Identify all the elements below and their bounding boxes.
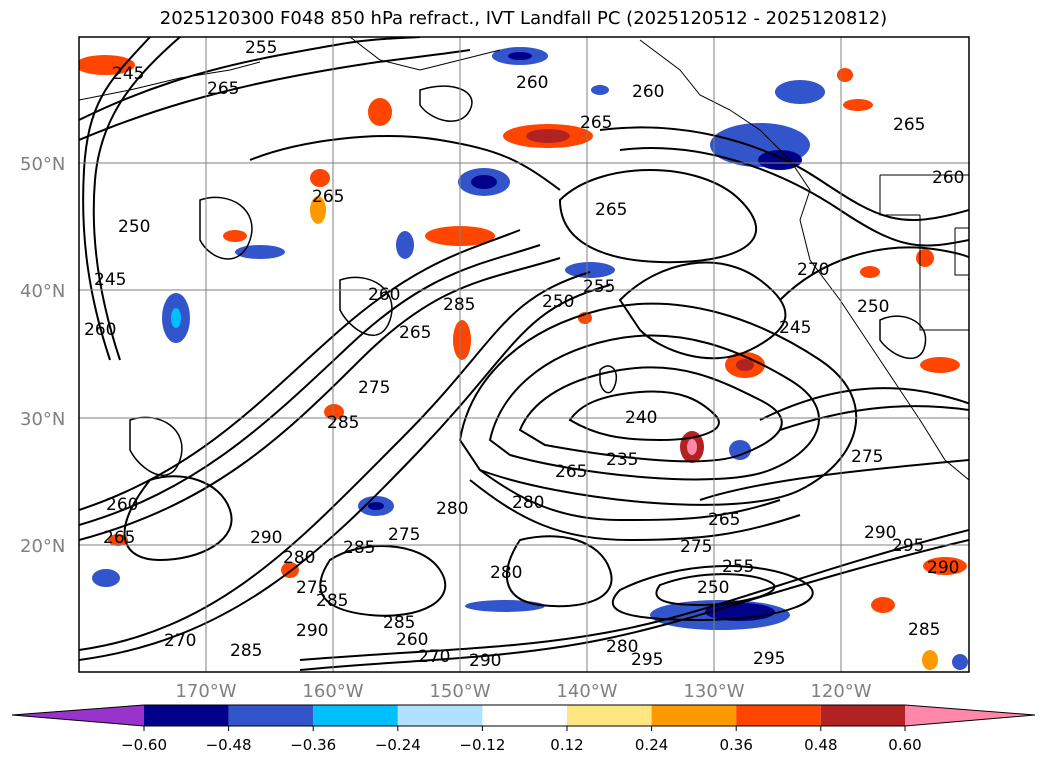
contour-label: 260 xyxy=(106,495,138,515)
contour-label: 265 xyxy=(555,462,587,482)
colorbar-tick-label: 0.48 xyxy=(804,736,837,754)
longitude-label: 130°W xyxy=(683,681,744,702)
map-border xyxy=(78,36,970,673)
colorbar-tick-label: −0.12 xyxy=(459,736,505,754)
contour-label: 290 xyxy=(927,558,959,578)
contour-label: 295 xyxy=(631,650,663,670)
contour-label: 260 xyxy=(368,285,400,305)
colorbar-swatch xyxy=(651,705,737,726)
contour-label: 260 xyxy=(396,630,428,650)
contour-label: 250 xyxy=(542,292,574,312)
contour-label: 295 xyxy=(892,536,924,556)
contour-label: 265 xyxy=(312,187,344,207)
colorbar: −0.60 −0.48 −0.36 −0.24 −0.12 0.12 0.24 … xyxy=(11,704,1036,754)
latitude-label: 20°N xyxy=(20,536,65,557)
colorbar-ticks xyxy=(143,726,906,731)
latitude-label: 30°N xyxy=(20,409,65,430)
colorbar-swatch xyxy=(397,705,483,726)
colorbar-tick-label: 0.24 xyxy=(635,736,668,754)
contour-label: 250 xyxy=(118,217,150,237)
longitude-label: 170°W xyxy=(175,681,236,702)
contour-label: 265 xyxy=(399,323,431,343)
contour-label: 275 xyxy=(680,537,712,557)
contour-label: 255 xyxy=(722,557,754,577)
colorbar-tick-label: 0.36 xyxy=(719,736,752,754)
colorbar-tick-label: −0.48 xyxy=(206,736,252,754)
contour-labels: 255 245 265 260 260 265 265 265 250 245 … xyxy=(84,38,964,671)
contour-label: 260 xyxy=(84,320,116,340)
contour-label: 255 xyxy=(583,277,615,297)
contour-label: 265 xyxy=(580,113,612,133)
contour-label: 275 xyxy=(851,447,883,467)
contour-label: 285 xyxy=(443,295,475,315)
contour-label: 280 xyxy=(490,563,522,583)
contour-label: 270 xyxy=(797,260,829,280)
latitude-label: 50°N xyxy=(20,154,65,175)
graticule xyxy=(79,37,969,672)
contour-label: 275 xyxy=(358,378,390,398)
contour-label: 250 xyxy=(857,297,889,317)
contour-label: 290 xyxy=(469,651,501,671)
contour-label: 265 xyxy=(595,200,627,220)
longitude-label: 160°W xyxy=(302,681,363,702)
contour-label: 270 xyxy=(418,647,450,667)
contour-label: 265 xyxy=(103,528,135,548)
colorbar-tick-label: 0.60 xyxy=(888,736,921,754)
contour-label: 285 xyxy=(230,641,262,661)
longitude-label: 140°W xyxy=(556,681,617,702)
contour-details xyxy=(129,85,927,476)
contour-label: 260 xyxy=(516,73,548,93)
colorbar-tick-label: −0.24 xyxy=(375,736,421,754)
contour-label: 265 xyxy=(893,115,925,135)
contour-label: 280 xyxy=(436,499,468,519)
longitude-label: 150°W xyxy=(429,681,490,702)
contour-label: 240 xyxy=(625,408,657,428)
contour-label: 290 xyxy=(296,621,328,641)
map-title: 2025120300 F048 850 hPa refract., IVT La… xyxy=(159,8,888,29)
contour-label: 265 xyxy=(207,79,239,99)
refractivity-shading xyxy=(79,47,968,670)
contour-label: 275 xyxy=(296,578,328,598)
colorbar-swatch xyxy=(482,705,567,726)
colorbar-swatch xyxy=(228,705,314,726)
colorbar-tick-label: 0.12 xyxy=(550,736,583,754)
contour-label: 260 xyxy=(932,168,964,188)
contour-label: 285 xyxy=(908,620,940,640)
latitude-label: 40°N xyxy=(20,281,65,302)
colorbar-swatch xyxy=(144,705,229,726)
contour-label: 255 xyxy=(245,38,277,58)
contour-label: 285 xyxy=(327,413,359,433)
colorbar-swatch xyxy=(736,705,821,726)
contour-label: 250 xyxy=(697,578,729,598)
colorbar-tick-label: −0.36 xyxy=(290,736,336,754)
colorbar-extend-max xyxy=(905,705,1035,726)
contour-label: 245 xyxy=(779,318,811,338)
contour-label: 245 xyxy=(112,64,144,84)
contour-label: 275 xyxy=(388,525,420,545)
contour-label: 280 xyxy=(283,548,315,568)
contour-label: 260 xyxy=(632,82,664,102)
contour-label: 235 xyxy=(606,450,638,470)
contour-label: 270 xyxy=(164,631,196,651)
longitude-label: 120°W xyxy=(810,681,871,702)
contour-label: 290 xyxy=(250,528,282,548)
colorbar-tick-label: −0.60 xyxy=(121,736,167,754)
colorbar-swatch xyxy=(820,705,905,726)
contour-label: 245 xyxy=(94,270,126,290)
contour-label: 285 xyxy=(383,613,415,633)
contour-label: 295 xyxy=(753,649,785,669)
contour-label: 285 xyxy=(343,538,375,558)
contour-label: 280 xyxy=(512,493,544,513)
contour-label: 285 xyxy=(316,591,348,611)
contour-label: 265 xyxy=(708,510,740,530)
contour-label: 280 xyxy=(606,637,638,657)
colorbar-extend-min xyxy=(12,705,144,726)
contour-lines xyxy=(79,37,969,671)
colorbar-swatch xyxy=(567,705,652,726)
contour-label: 290 xyxy=(864,523,896,543)
coastlines xyxy=(79,37,969,481)
colorbar-swatch xyxy=(313,705,398,726)
